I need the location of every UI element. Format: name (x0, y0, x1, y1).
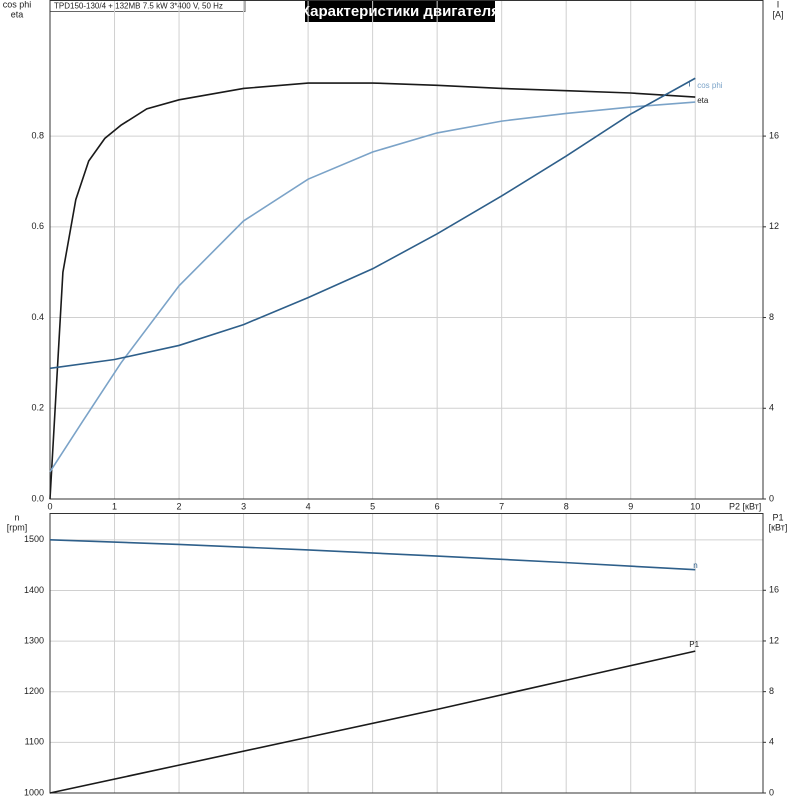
y2-tick-label: 0 (769, 787, 774, 797)
x-tick-label: 1 (112, 501, 117, 511)
y-axis-label: eta (11, 9, 24, 19)
y2-axis-label: P1 (772, 512, 783, 522)
y-tick-label: 1200 (24, 686, 44, 696)
x-tick-label: 4 (306, 501, 311, 511)
series-label: I (688, 79, 690, 88)
y-axis-label: [rpm] (7, 522, 28, 532)
series-label: cos phi (697, 81, 723, 90)
y2-axis-label: [A] (772, 9, 783, 19)
x-tick-label: 9 (628, 501, 633, 511)
x-tick-label: 3 (241, 501, 246, 511)
y-tick-label: 1300 (24, 635, 44, 645)
y2-tick-label: 0 (769, 493, 774, 503)
title-box (305, 0, 495, 22)
x-axis-label: P2 [кВт] (729, 501, 761, 511)
plot-frame (49, 0, 764, 500)
plot-frame (49, 513, 764, 794)
x-tick-label: 0 (47, 501, 52, 511)
series-line (49, 650, 696, 794)
x-tick-label: 5 (370, 501, 375, 511)
y2-axis-label: [кВт] (769, 522, 788, 532)
series-line (49, 101, 696, 473)
y-tick-label: 0.6 (31, 221, 44, 231)
y-tick-label: 1400 (24, 585, 44, 595)
y2-tick-label: 16 (769, 130, 779, 140)
y2-axis-label: I (777, 0, 780, 9)
y-tick-label: 1000 (24, 787, 44, 797)
y2-tick-label: 12 (769, 221, 779, 231)
y-tick-label: 0.8 (31, 130, 44, 140)
y2-tick-label: 4 (769, 737, 774, 747)
y2-tick-label: 8 (769, 312, 774, 322)
chart-title: Характеристики двигателя (300, 3, 500, 20)
y-tick-label: 0.0 (31, 493, 44, 503)
y2-tick-label: 8 (769, 686, 774, 696)
y-tick-label: 0.4 (31, 312, 44, 322)
series-label: n (693, 561, 697, 570)
y-tick-label: 1100 (25, 737, 44, 747)
y-axis-label: cos phi (3, 0, 32, 9)
series-label: P1 (689, 640, 699, 649)
x-tick-label: 2 (177, 501, 182, 511)
y2-tick-label: 16 (769, 585, 779, 595)
y2-tick-label: 12 (769, 635, 779, 645)
x-tick-label: 7 (499, 501, 504, 511)
y-tick-label: 0.2 (31, 403, 44, 413)
series-label: eta (697, 96, 709, 105)
y2-tick-label: 4 (769, 403, 774, 413)
header: TPD150-130/4 + 132MB 7.5 kW 3*400 V, 50 … (54, 2, 223, 11)
series-line (49, 82, 696, 500)
series-line (49, 539, 696, 571)
x-tick-label: 10 (690, 501, 700, 511)
y-axis-label: n (14, 512, 19, 522)
x-tick-label: 6 (435, 501, 440, 511)
y-tick-label: 1500 (24, 534, 44, 544)
x-tick-label: 8 (564, 501, 569, 511)
series-line (49, 77, 696, 370)
